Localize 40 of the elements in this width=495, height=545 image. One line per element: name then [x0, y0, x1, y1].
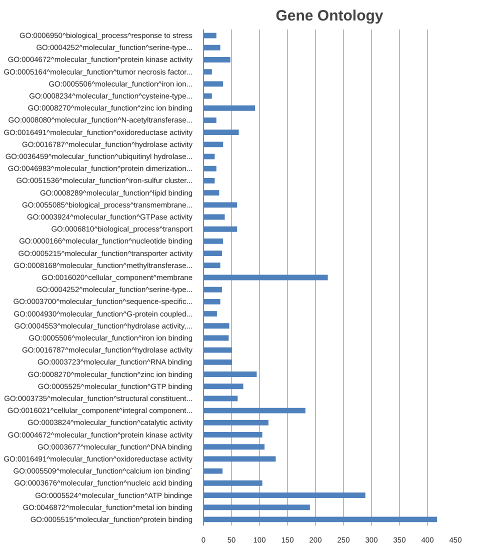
bar — [204, 492, 366, 498]
bar — [204, 166, 216, 172]
bar — [204, 238, 224, 244]
bar — [204, 372, 257, 377]
bar — [204, 214, 225, 220]
bar — [204, 408, 306, 414]
bar — [204, 432, 262, 438]
chart-title: Gene Ontology — [276, 8, 384, 24]
bar — [204, 93, 212, 99]
bar — [204, 286, 222, 292]
bar — [204, 347, 232, 353]
bar — [204, 226, 238, 232]
bar — [204, 420, 268, 426]
bar — [204, 142, 224, 148]
bar — [204, 359, 232, 365]
bar — [204, 57, 230, 62]
bar — [204, 250, 222, 256]
bar — [204, 396, 238, 402]
bar — [204, 105, 256, 111]
bar — [204, 69, 212, 75]
bar — [204, 81, 224, 87]
bar — [204, 202, 238, 208]
bar — [204, 118, 216, 123]
bar — [204, 311, 217, 317]
bar — [204, 516, 438, 522]
bar — [204, 298, 220, 304]
bar — [204, 444, 265, 450]
bar — [204, 468, 223, 474]
bar — [204, 130, 239, 136]
bar — [204, 44, 220, 50]
bar — [204, 323, 230, 329]
bar — [204, 504, 310, 510]
bar — [204, 274, 328, 280]
bar — [204, 384, 244, 390]
bar — [204, 262, 220, 268]
bar — [204, 456, 276, 462]
bar — [204, 178, 215, 184]
bar — [204, 190, 220, 196]
bar — [204, 32, 216, 38]
bar — [204, 480, 262, 486]
